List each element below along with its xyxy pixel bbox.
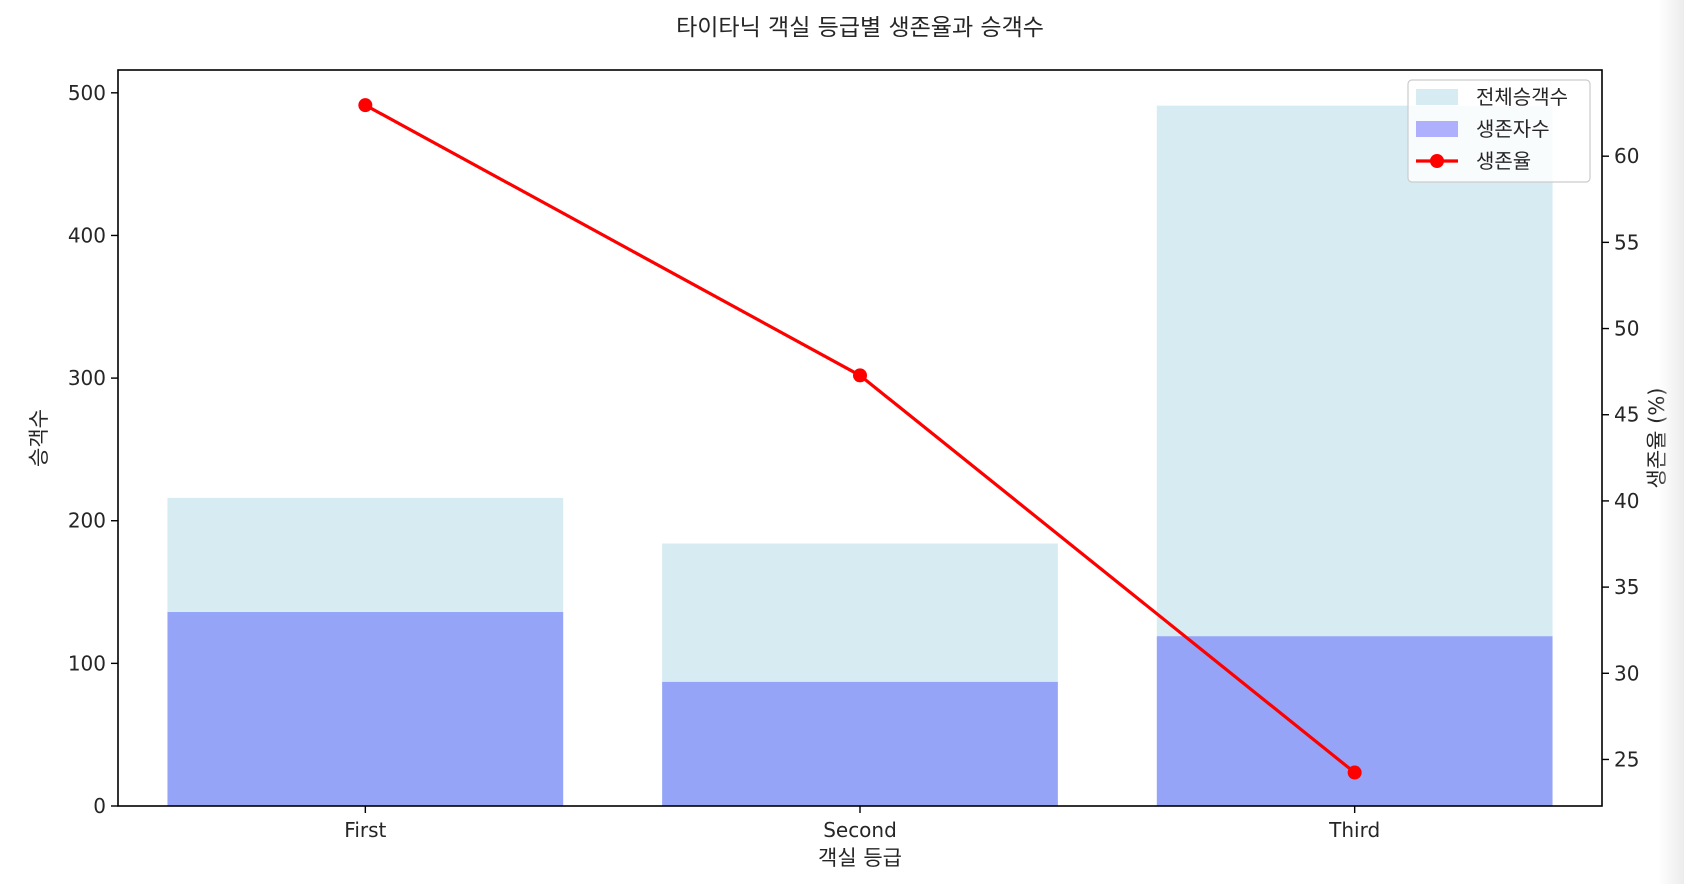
y-tick-label: 400: [68, 223, 106, 247]
legend-swatch-0: [1416, 89, 1458, 105]
legend-label-2: 생존율: [1476, 149, 1531, 173]
survival-rate-point-first: [358, 98, 373, 113]
x-tick-label: Third: [1328, 818, 1380, 842]
y-axis-label: 승객수: [27, 409, 51, 467]
y2-tick-label: 45: [1614, 403, 1639, 427]
y-tick-label: 0: [93, 794, 106, 818]
y-tick-label: 200: [68, 509, 106, 533]
y2-tick-label: 50: [1614, 317, 1639, 341]
legend-box: [1407, 79, 1591, 183]
legend-marker-swatch: [1430, 154, 1444, 168]
bar-survived-first: [167, 612, 564, 806]
y-tick-label: 300: [68, 366, 106, 390]
y2-tick-label: 55: [1614, 230, 1639, 254]
window-edge-shadow: [1658, 0, 1684, 884]
y-tick-label: 500: [68, 81, 106, 105]
x-tick-label: First: [344, 818, 386, 842]
legend-label-0: 전체승객수: [1476, 85, 1568, 109]
x-axis-label: 객실 등급: [818, 846, 902, 870]
survival-rate-point-third: [1347, 765, 1362, 780]
bar-total-third: [1156, 105, 1553, 806]
chart-title: 타이타닉 객실 등급별 생존율과 승객수: [676, 15, 1044, 41]
y2-tick-label: 60: [1614, 144, 1639, 168]
y2-tick-label: 35: [1614, 575, 1639, 599]
x-tick-label: Second: [823, 818, 897, 842]
y2-tick-label: 40: [1614, 489, 1639, 513]
legend-label-1: 생존자수: [1476, 117, 1550, 141]
y2-tick-label: 30: [1614, 661, 1639, 685]
y-tick-label: 100: [68, 651, 106, 675]
bar-total-first: [167, 497, 564, 806]
survival-rate-point-second: [853, 368, 867, 383]
bar-survived-second: [662, 681, 1058, 806]
bar-total-second: [662, 543, 1058, 806]
legend-swatch-1: [1416, 121, 1458, 137]
y2-tick-label: 25: [1614, 747, 1639, 771]
